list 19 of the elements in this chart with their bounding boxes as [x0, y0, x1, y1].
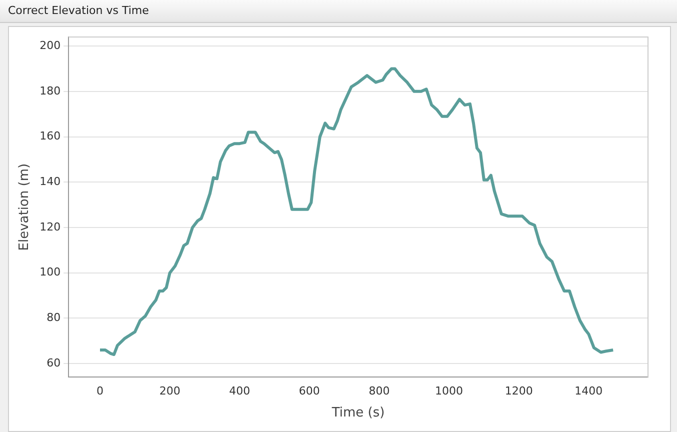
chart-title: Correct Elevation vs Time [0, 0, 677, 23]
x-axis-title: Time (s) [330, 406, 385, 421]
x-tick-label: 1400 [574, 384, 603, 398]
y-tick-label: 100 [40, 266, 61, 279]
x-tick-label: 1200 [504, 384, 533, 398]
y-tick-label: 140 [40, 175, 61, 188]
y-tick-label: 200 [40, 38, 61, 52]
x-tick-label: 0 [96, 384, 104, 398]
y-tick-label: 80 [46, 311, 61, 324]
x-tick-label: 800 [368, 384, 390, 398]
y-tick-label: 120 [40, 220, 61, 234]
y-tick-label: 160 [40, 130, 61, 143]
y-tick-label: 60 [46, 356, 61, 370]
y-tick-label: 180 [40, 84, 61, 98]
x-tick-label: 600 [298, 384, 320, 398]
y-axis-title: Elevation (m) [17, 163, 32, 251]
x-tick-label: 400 [229, 384, 250, 398]
x-tick-label: 200 [159, 384, 180, 398]
x-tick-label: 1000 [435, 384, 464, 398]
